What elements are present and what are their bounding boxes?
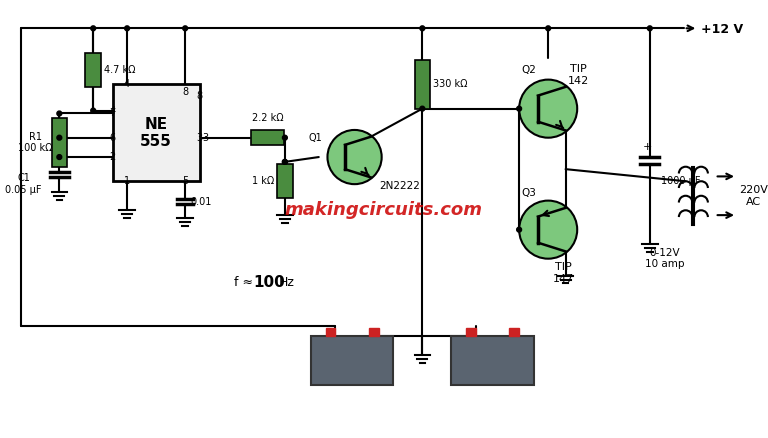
Bar <box>509 328 519 336</box>
Circle shape <box>420 106 425 111</box>
Circle shape <box>283 159 287 164</box>
Bar <box>311 336 393 385</box>
Text: Hz: Hz <box>279 276 295 290</box>
Text: 12V
25AH: 12V 25AH <box>331 345 372 375</box>
Text: 6: 6 <box>110 133 116 143</box>
Text: TIP
147: TIP 147 <box>553 262 574 284</box>
Circle shape <box>183 26 187 31</box>
Bar <box>369 328 379 336</box>
Bar <box>113 85 200 181</box>
Text: 4: 4 <box>110 106 116 116</box>
Text: 12V
25AH: 12V 25AH <box>471 345 513 375</box>
Bar <box>51 118 67 167</box>
Circle shape <box>519 80 578 138</box>
Text: +12 V: +12 V <box>701 23 743 36</box>
Circle shape <box>546 26 551 31</box>
Circle shape <box>283 159 287 164</box>
Text: f ≈: f ≈ <box>233 276 257 290</box>
Circle shape <box>91 108 96 113</box>
Circle shape <box>647 26 652 31</box>
Text: 100: 100 <box>253 276 285 290</box>
Text: Q3: Q3 <box>521 188 536 198</box>
Text: 0.01: 0.01 <box>190 197 211 207</box>
Bar <box>85 53 101 87</box>
Text: 1000 μF: 1000 μF <box>661 176 701 186</box>
Bar <box>277 164 293 198</box>
Text: 3: 3 <box>197 133 203 143</box>
Circle shape <box>57 111 61 116</box>
Circle shape <box>517 227 521 232</box>
Text: 4.7 kΩ: 4.7 kΩ <box>104 65 135 75</box>
Text: 8: 8 <box>197 91 203 101</box>
Circle shape <box>517 106 521 111</box>
Bar <box>452 336 534 385</box>
Circle shape <box>327 130 382 184</box>
Text: 8: 8 <box>182 87 188 97</box>
Circle shape <box>420 26 425 31</box>
Text: C1
0.05 μF: C1 0.05 μF <box>5 173 42 195</box>
Text: 3: 3 <box>203 133 209 143</box>
Text: TIP
142: TIP 142 <box>568 64 589 85</box>
Circle shape <box>124 26 130 31</box>
Circle shape <box>283 135 287 140</box>
Text: 2: 2 <box>110 152 116 162</box>
Bar <box>466 328 475 336</box>
Text: 4: 4 <box>124 79 130 89</box>
Text: NE
555: NE 555 <box>141 117 172 149</box>
Circle shape <box>57 135 61 140</box>
Text: makingcircuits.com: makingcircuits.com <box>285 201 482 219</box>
Text: 5: 5 <box>182 176 188 186</box>
Text: 2.2 kΩ: 2.2 kΩ <box>252 113 283 123</box>
Text: +: + <box>643 142 653 152</box>
Circle shape <box>91 26 96 31</box>
Bar <box>250 130 284 145</box>
Text: Q1: Q1 <box>309 133 323 143</box>
Text: 1 kΩ: 1 kΩ <box>252 176 274 186</box>
Text: 330 kΩ: 330 kΩ <box>433 79 468 89</box>
Text: R1
100 kΩ: R1 100 kΩ <box>18 132 52 153</box>
Text: 220V
AC: 220V AC <box>739 185 768 207</box>
Bar <box>415 60 430 109</box>
Text: 1: 1 <box>124 176 130 186</box>
Circle shape <box>519 201 578 259</box>
Text: 0-12V
10 amp: 0-12V 10 amp <box>644 248 684 269</box>
Text: 7: 7 <box>110 109 116 119</box>
Bar <box>326 328 335 336</box>
Text: Q2: Q2 <box>521 65 536 75</box>
Text: 2N2222: 2N2222 <box>379 181 419 191</box>
Circle shape <box>57 155 61 159</box>
